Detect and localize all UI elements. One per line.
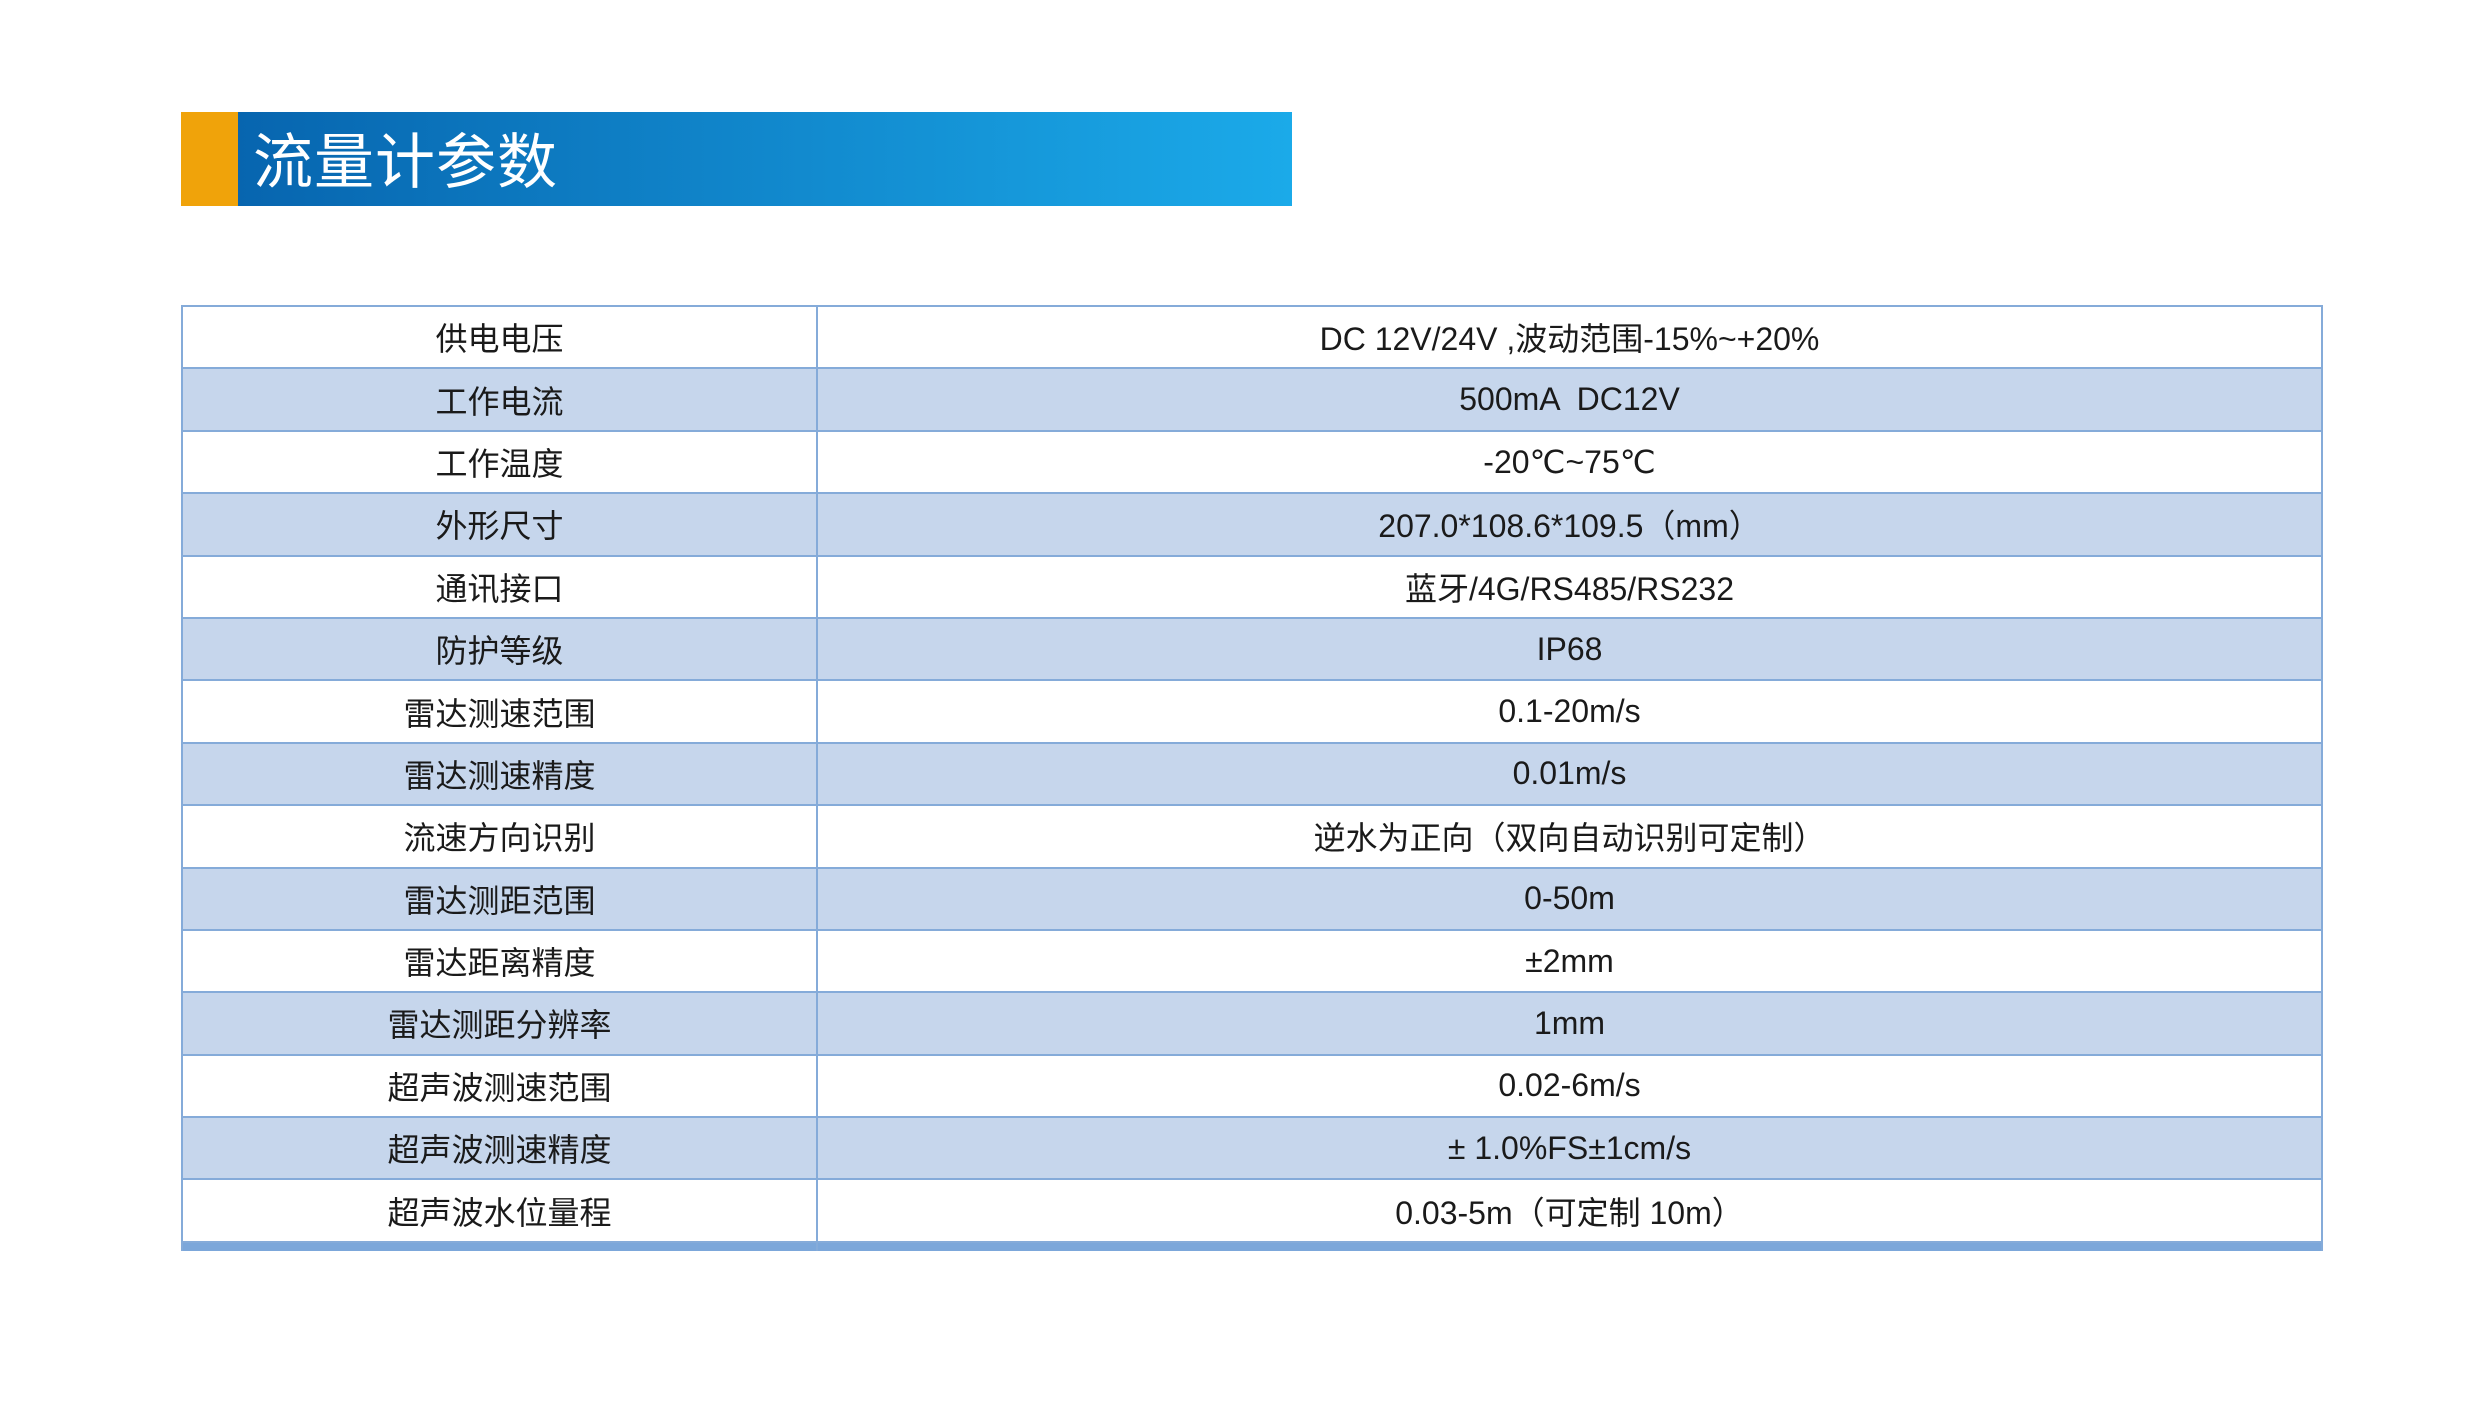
row-value: 0-50m: [1524, 880, 1615, 917]
row-value: IP68: [1536, 630, 1603, 667]
table-row: 雷达测距范围 0-50m: [183, 868, 2321, 931]
row-value: 207.0*108.6*109.5（mm）: [1378, 508, 1761, 545]
row-value: 0.01m/s: [1512, 755, 1627, 792]
row-value: ±2mm: [1525, 942, 1614, 979]
row-label: 雷达测距范围: [183, 868, 818, 929]
row-label: 防护等级: [183, 618, 818, 680]
row-value: 蓝牙/4G/RS485/RS232: [1404, 570, 1735, 607]
row-value: 逆水为正向（双向自动识别可定制）: [1313, 820, 1826, 857]
table-row: 超声波水位量程 0.03-5m（可定制 10m）: [183, 1180, 2321, 1243]
table-row: 雷达测距分辨率 1mm: [183, 993, 2321, 1056]
table-row: 工作温度 -20℃~75℃: [183, 431, 2321, 495]
row-value: 500mA DC12V: [1459, 381, 1680, 418]
title-bar: 流量计参数: [238, 112, 1292, 206]
row-value: DC 12V/24V ,波动范围-15%~+20%: [1319, 321, 1820, 358]
row-label: 供电电压: [183, 307, 818, 368]
table-row: 供电电压 DC 12V/24V ,波动范围-15%~+20%: [183, 307, 2321, 370]
spec-table: 供电电压 DC 12V/24V ,波动范围-15%~+20% 工作电流 500m…: [181, 305, 2323, 1251]
table-row: 雷达测速范围 0.1-20m/s: [183, 681, 2321, 744]
row-value: 1mm: [1533, 1004, 1606, 1041]
row-label: 流速方向识别: [183, 806, 818, 867]
row-value: 0.1-20m/s: [1498, 693, 1641, 730]
table-row: 工作电流 500mA DC12V: [183, 369, 2321, 432]
row-label: 工作电流: [183, 369, 818, 430]
table-row: 通讯接口 蓝牙/4G/RS485/RS232: [183, 556, 2321, 619]
table-row: 外形尺寸 207.0*108.6*109.5（mm）: [183, 494, 2321, 557]
row-label: 超声波测速范围: [183, 1055, 818, 1117]
table-row: 超声波测速范围 0.02-6m/s: [183, 1055, 2321, 1119]
table-row: 超声波测速精度 ± 1.0%FS±1cm/s: [183, 1118, 2321, 1181]
table-row: 雷达距离精度 ±2mm: [183, 930, 2321, 994]
row-label: 雷达测速范围: [183, 681, 818, 742]
spec-table-rows: 供电电压 DC 12V/24V ,波动范围-15%~+20% 工作电流 500m…: [183, 307, 2321, 1243]
row-value: 0.02-6m/s: [1498, 1067, 1641, 1104]
table-bottom-bar: [183, 1242, 2321, 1251]
row-value: ± 1.0%FS±1cm/s: [1447, 1129, 1692, 1166]
row-label: 外形尺寸: [183, 494, 818, 555]
row-value: -20℃~75℃: [1483, 443, 1656, 480]
row-label: 雷达测距分辨率: [183, 993, 818, 1054]
table-row: 流速方向识别 逆水为正向（双向自动识别可定制）: [183, 806, 2321, 869]
row-value: 0.03-5m（可定制 10m）: [1395, 1194, 1744, 1231]
row-label: 工作温度: [183, 431, 818, 493]
row-label: 超声波水位量程: [183, 1180, 818, 1241]
page-title: 流量计参数: [253, 129, 558, 196]
row-label: 雷达距离精度: [183, 930, 818, 992]
table-row: 防护等级 IP68: [183, 618, 2321, 682]
table-row: 雷达测速精度 0.01m/s: [183, 743, 2321, 807]
row-label: 通讯接口: [183, 556, 818, 617]
title-banner: 流量计参数: [181, 112, 1292, 206]
title-accent-block: [181, 112, 238, 206]
row-label: 超声波测速精度: [183, 1118, 818, 1179]
row-label: 雷达测速精度: [183, 743, 818, 805]
